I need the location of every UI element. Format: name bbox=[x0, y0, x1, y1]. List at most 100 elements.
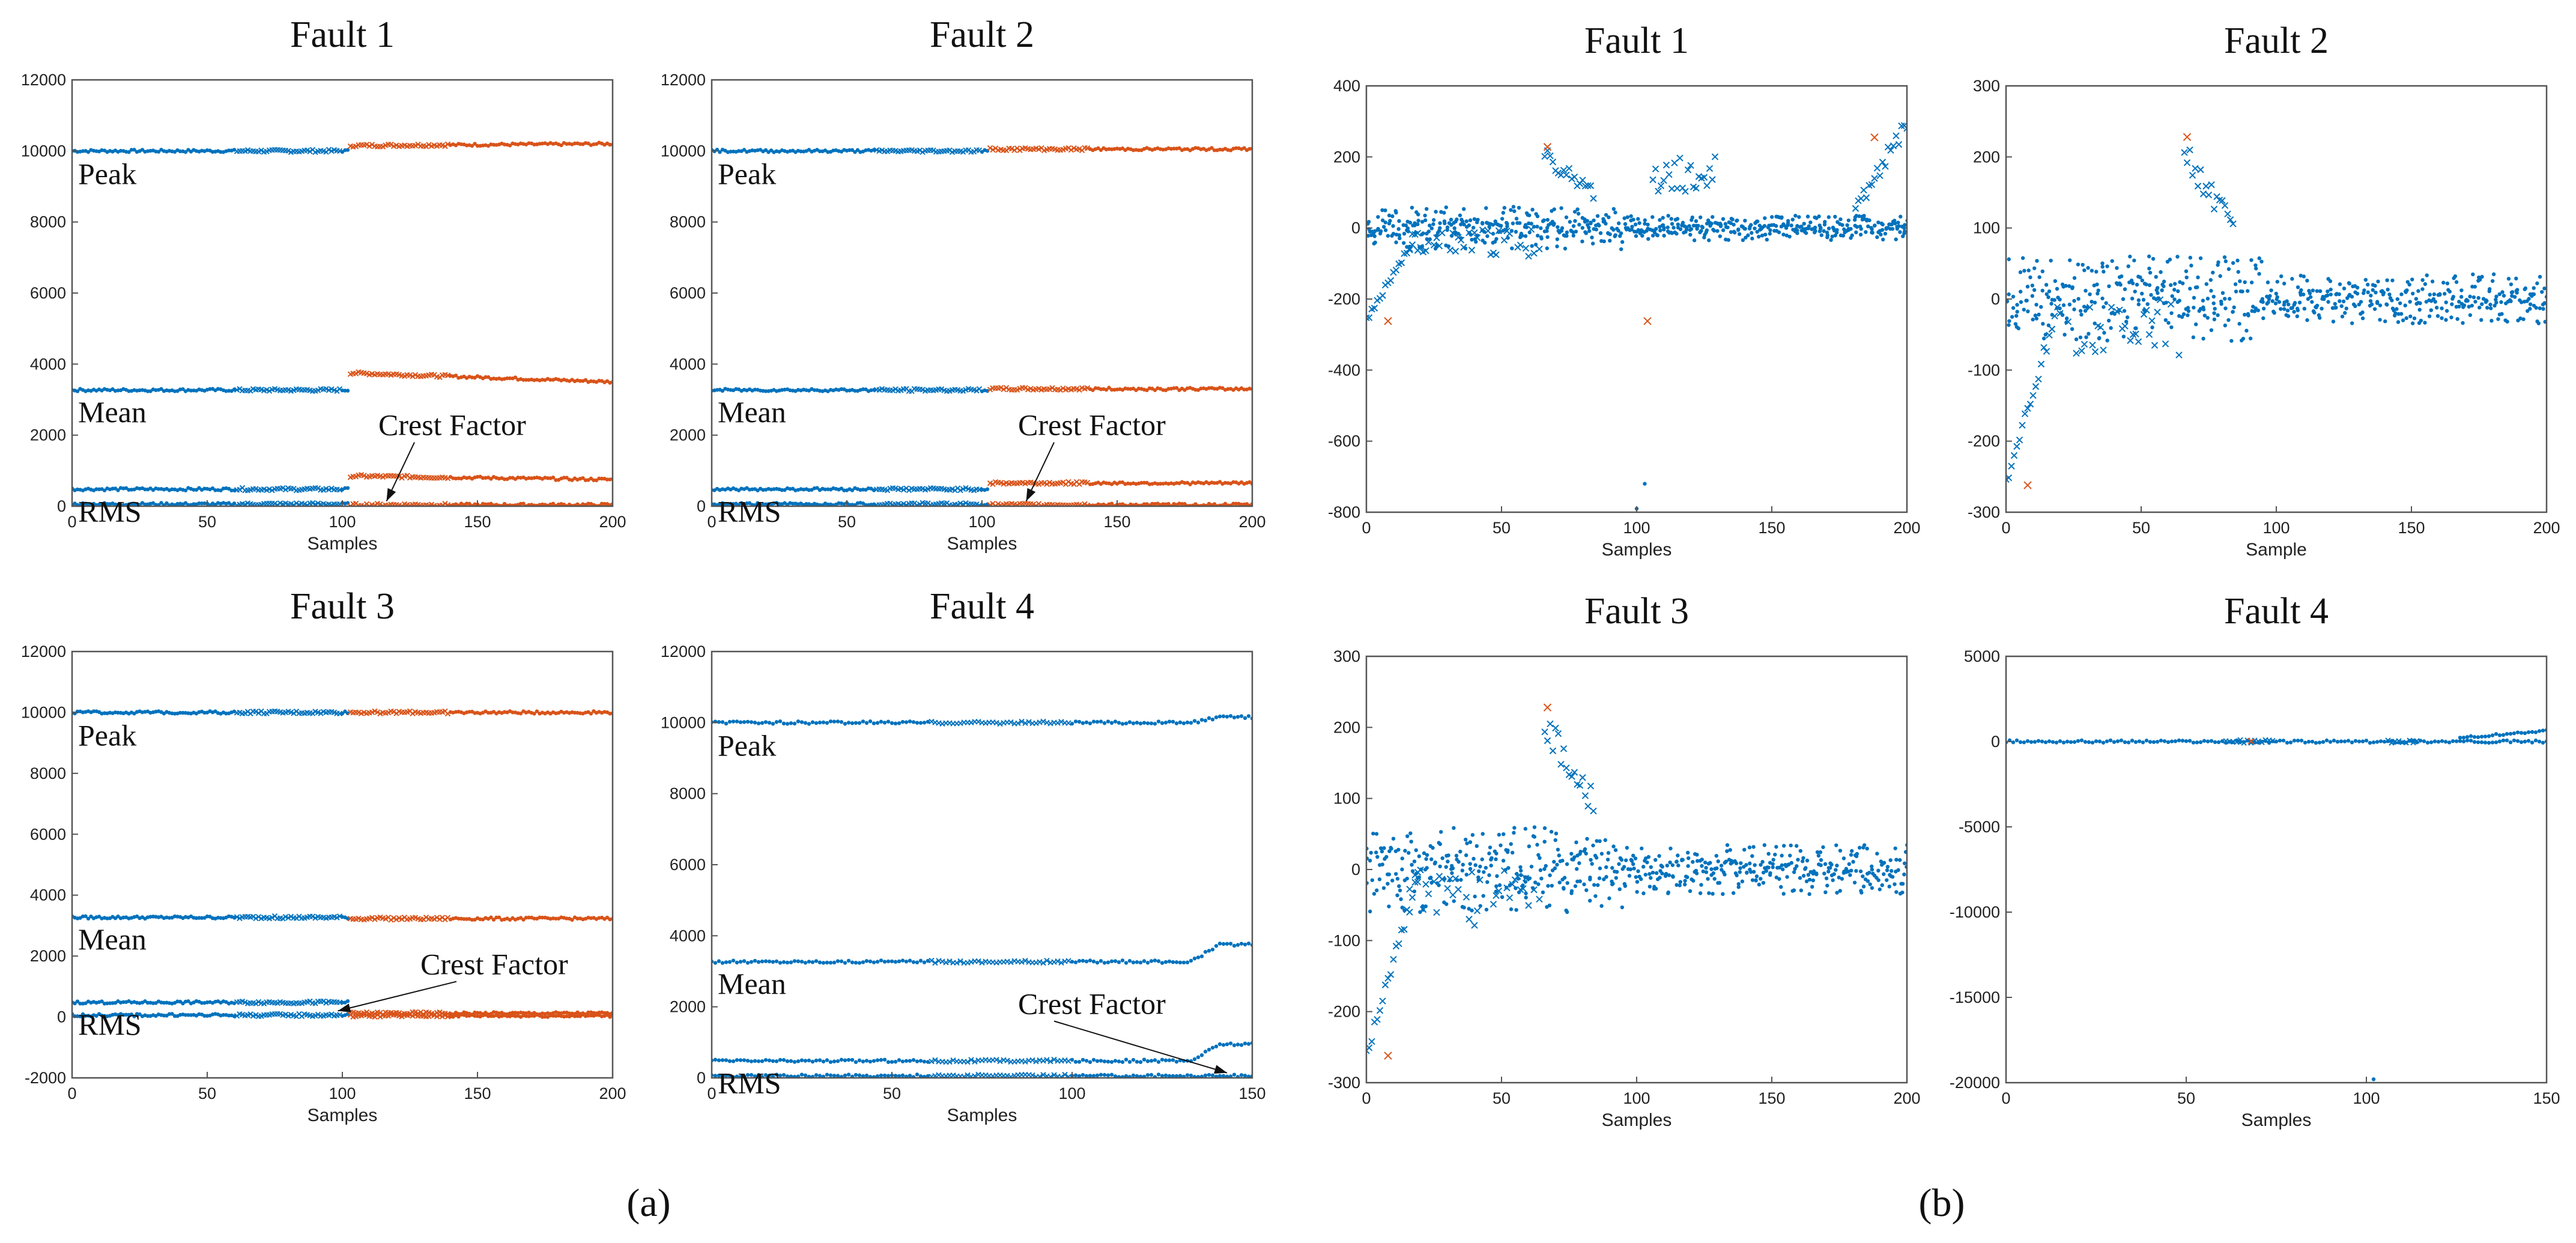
data-point bbox=[717, 959, 721, 963]
data-point bbox=[1414, 229, 1422, 237]
data-point bbox=[1145, 388, 1149, 393]
data-point bbox=[1135, 1074, 1139, 1078]
data-point bbox=[1718, 224, 1723, 228]
data-point bbox=[1795, 231, 1799, 235]
data-point bbox=[505, 1014, 509, 1018]
data-point bbox=[2084, 335, 2088, 339]
data-point bbox=[1026, 719, 1032, 725]
data-point bbox=[1117, 1059, 1121, 1063]
data-point bbox=[1690, 218, 1694, 222]
data-point bbox=[868, 719, 873, 724]
data-point bbox=[763, 1057, 768, 1062]
data-point bbox=[1375, 854, 1380, 859]
data-point bbox=[253, 1000, 259, 1006]
data-point bbox=[1380, 218, 1385, 223]
data-point bbox=[1228, 1041, 1233, 1045]
data-point bbox=[1156, 959, 1161, 963]
data-point bbox=[1560, 859, 1565, 863]
data-point bbox=[1593, 894, 1598, 898]
data-point bbox=[975, 958, 981, 964]
data-point bbox=[1709, 222, 1714, 226]
data-point bbox=[998, 384, 1004, 391]
data-point bbox=[1381, 886, 1386, 891]
x-tick-label: 0 bbox=[67, 513, 76, 531]
data-point bbox=[1486, 221, 1490, 226]
data-point bbox=[932, 960, 938, 966]
data-point bbox=[763, 959, 768, 963]
data-point bbox=[1880, 222, 1885, 227]
data-point bbox=[1435, 242, 1443, 250]
chart-title: Fault 4 bbox=[930, 586, 1034, 627]
data-point bbox=[2211, 301, 2216, 306]
y-tick-label: 10000 bbox=[661, 142, 706, 160]
data-point bbox=[781, 960, 786, 964]
data-point bbox=[1500, 217, 1505, 221]
data-point bbox=[915, 960, 920, 964]
data-point bbox=[1835, 231, 1839, 235]
data-point bbox=[1217, 1074, 1222, 1078]
data-point bbox=[1117, 721, 1121, 725]
data-point bbox=[213, 488, 217, 492]
series-label: RMS bbox=[78, 1008, 142, 1041]
data-point bbox=[1901, 234, 1905, 238]
data-point bbox=[1808, 220, 1813, 225]
data-point bbox=[2110, 259, 2114, 263]
data-point bbox=[736, 149, 741, 153]
data-point bbox=[1459, 878, 1463, 882]
data-point bbox=[781, 1072, 786, 1077]
data-point bbox=[835, 1074, 840, 1078]
data-point bbox=[2435, 314, 2440, 318]
data-point bbox=[1819, 233, 1824, 237]
data-point bbox=[1153, 958, 1157, 963]
data-point bbox=[753, 1059, 757, 1063]
data-point bbox=[2286, 302, 2291, 307]
data-point bbox=[2029, 392, 2037, 399]
data-point bbox=[1091, 1074, 1096, 1078]
data-point bbox=[718, 150, 722, 154]
data-point bbox=[2136, 298, 2141, 303]
data-point bbox=[315, 1011, 321, 1018]
data-point bbox=[1160, 961, 1165, 965]
data-point bbox=[1562, 886, 1566, 891]
data-point bbox=[2141, 298, 2146, 302]
data-point bbox=[1497, 832, 1502, 837]
data-point bbox=[1538, 868, 1543, 873]
y-tick-label: 8000 bbox=[670, 785, 706, 803]
data-point bbox=[2151, 342, 2159, 349]
data-point bbox=[803, 1073, 808, 1078]
data-point bbox=[1623, 222, 1628, 226]
data-point bbox=[1565, 165, 1573, 172]
data-point bbox=[815, 486, 819, 490]
data-point bbox=[410, 710, 416, 716]
data-point bbox=[2357, 302, 2361, 307]
data-point bbox=[2453, 274, 2458, 279]
data-point bbox=[1649, 176, 1656, 184]
data-point bbox=[524, 1014, 529, 1018]
data-point bbox=[785, 722, 790, 726]
data-point bbox=[393, 916, 399, 923]
data-point bbox=[1570, 857, 1574, 862]
data-point bbox=[2133, 289, 2137, 294]
data-point bbox=[861, 960, 865, 964]
data-point bbox=[1174, 1074, 1179, 1078]
data-point bbox=[2204, 282, 2208, 286]
data-point bbox=[1538, 856, 1542, 860]
data-point bbox=[437, 1012, 443, 1018]
data-point bbox=[2013, 443, 2020, 450]
data-point bbox=[1898, 122, 1905, 130]
data-point bbox=[1468, 218, 1473, 223]
data-point bbox=[2307, 289, 2311, 293]
data-point bbox=[1527, 876, 1532, 880]
data-point bbox=[1402, 241, 1406, 245]
data-point bbox=[756, 721, 761, 725]
data-point bbox=[1550, 883, 1554, 888]
data-point bbox=[1634, 229, 1639, 234]
data-point bbox=[1737, 232, 1742, 237]
data-point bbox=[1412, 889, 1417, 894]
data-point bbox=[1062, 1071, 1068, 1078]
data-point bbox=[2299, 288, 2303, 292]
data-point bbox=[778, 1073, 783, 1078]
chart-b1: Fault 10 50 100 150 200-800-600-400-20002004… bbox=[1328, 20, 1921, 560]
data-point bbox=[1573, 219, 1577, 223]
data-point bbox=[1044, 1057, 1050, 1063]
